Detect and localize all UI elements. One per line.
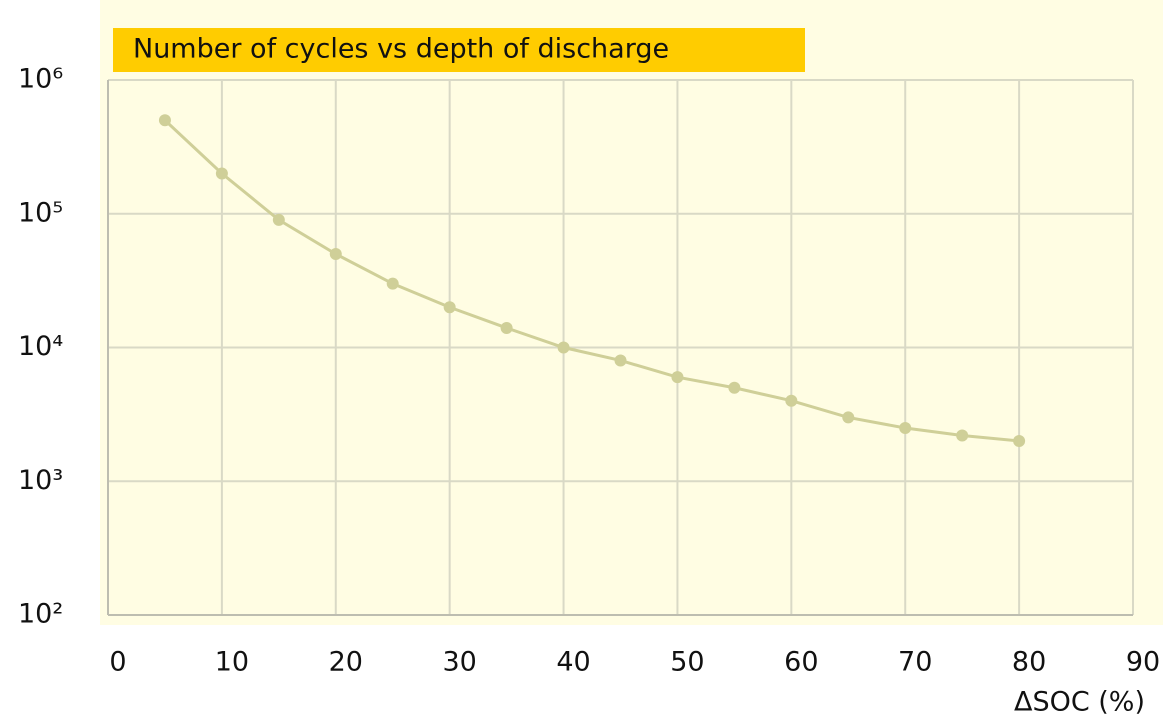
point	[671, 371, 684, 384]
x-axis-label: ΔSOC (%)	[1014, 687, 1145, 718]
y-tick-label: 10²	[18, 599, 63, 630]
y-tick-label: 10⁵	[18, 197, 63, 228]
point	[614, 354, 627, 367]
point	[842, 411, 855, 424]
point	[158, 114, 171, 127]
x-tick-label: 50	[670, 647, 704, 678]
point	[329, 248, 342, 261]
chart-background	[100, 0, 1163, 625]
point	[557, 341, 570, 354]
line	[163, 119, 1020, 443]
x-tick-label: 60	[784, 647, 818, 678]
point	[1013, 434, 1026, 447]
x-tick-label: 0	[109, 647, 126, 678]
x-tick-label: 80	[1012, 647, 1046, 678]
point	[443, 301, 456, 314]
title-box	[113, 28, 805, 72]
point	[272, 213, 285, 226]
y-tick-label: 10⁶	[18, 64, 63, 95]
point	[956, 429, 969, 442]
x-tick-label: 70	[898, 647, 932, 678]
x-tick-label: 20	[329, 647, 363, 678]
point	[728, 381, 741, 394]
x-tick-label: 10	[215, 647, 249, 678]
y-tick-label: 10³	[18, 465, 63, 496]
point	[899, 422, 912, 435]
point	[386, 277, 399, 290]
chart-title: Number of cycles vs depth of discharge	[133, 34, 669, 65]
x-tick-label: 30	[442, 647, 476, 678]
point	[785, 394, 798, 407]
point	[215, 167, 228, 180]
x-tick-label: 90	[1126, 647, 1160, 678]
y-tick-label: 10⁴	[18, 331, 63, 362]
point	[500, 321, 513, 334]
x-tick-label: 40	[556, 647, 590, 678]
